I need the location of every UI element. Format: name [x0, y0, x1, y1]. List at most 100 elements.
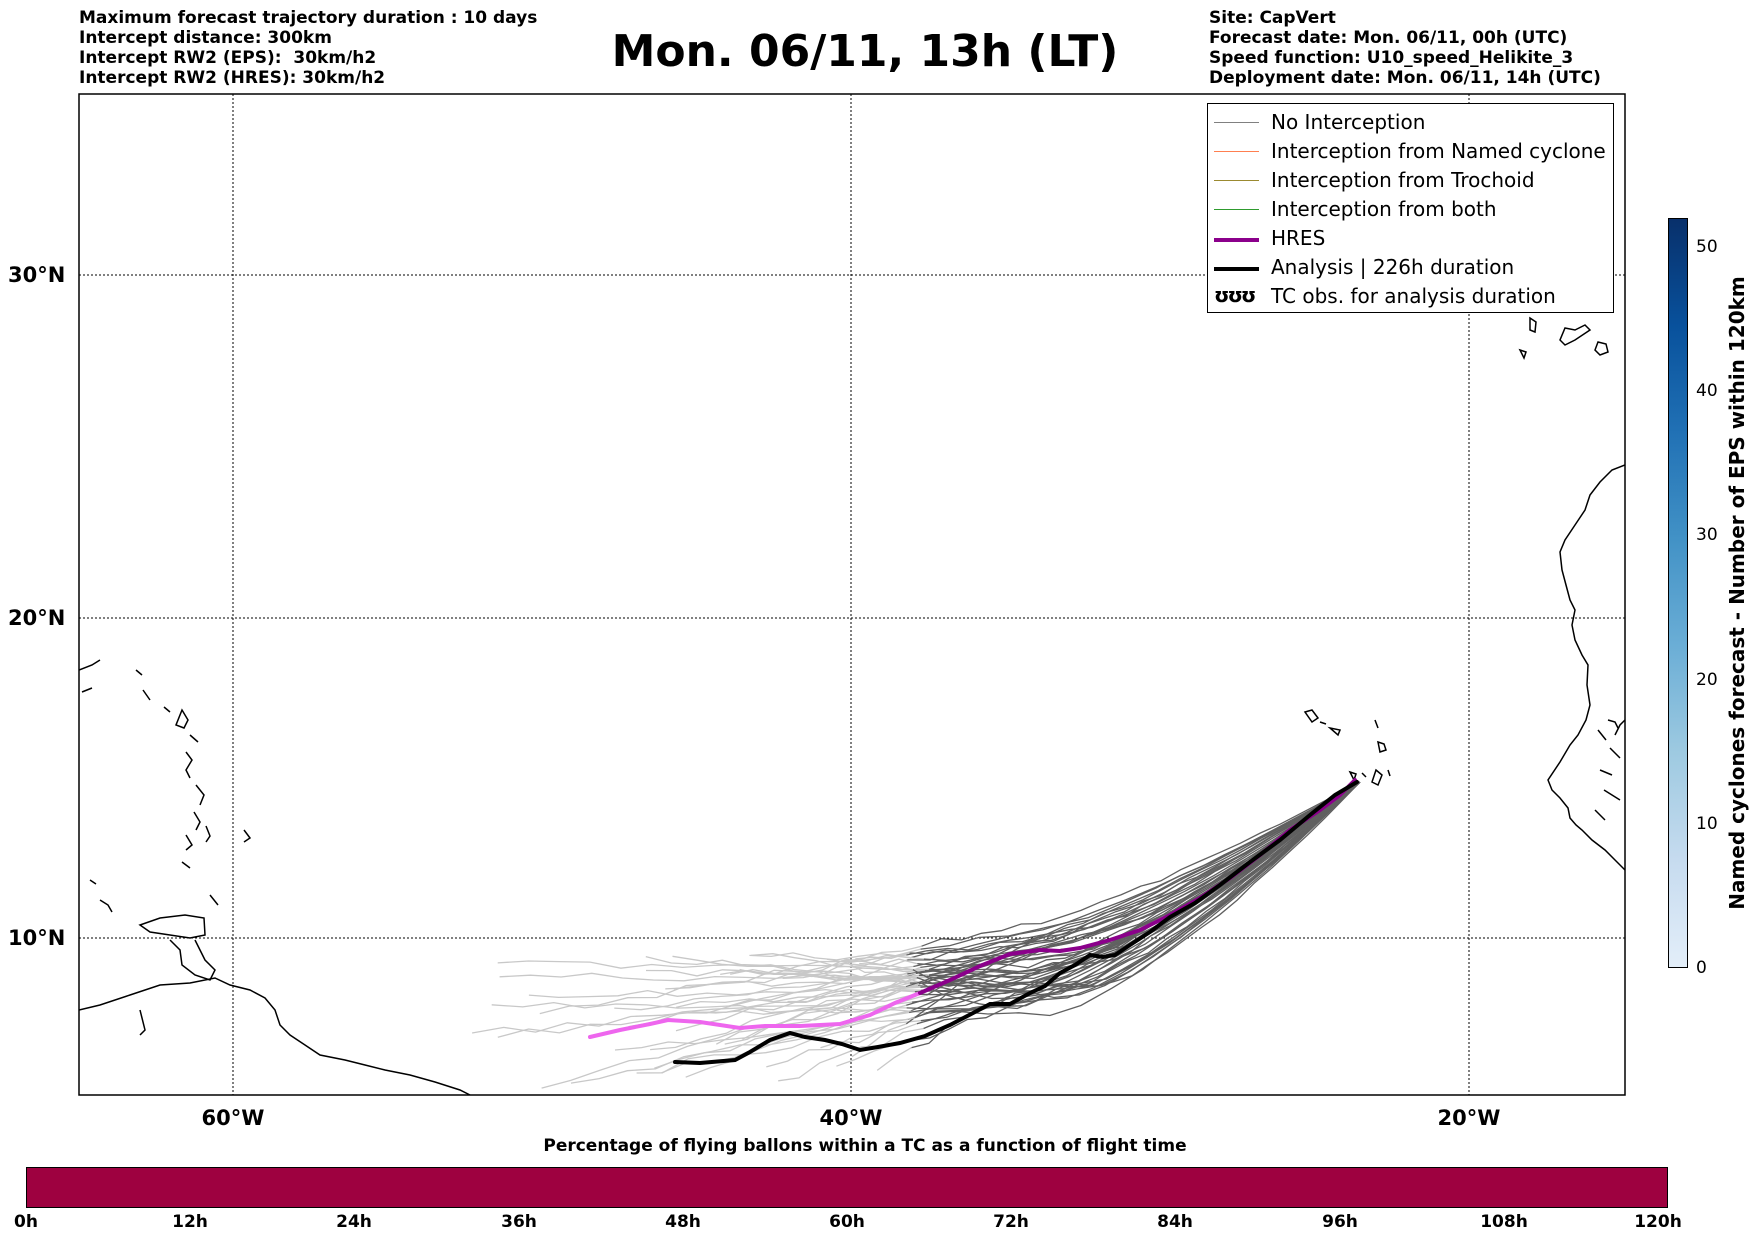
lat-label-20n: 20°N: [8, 606, 66, 630]
eps-trajectory-early: [715, 976, 924, 1045]
max-duration-text: Maximum forecast trajectory duration : 1…: [79, 8, 538, 28]
cyclone-symbol-icon: ʊʊʊ: [1214, 283, 1256, 307]
lon-label-20w: 20°W: [1437, 1106, 1501, 1130]
eps-trajectory-early: [541, 982, 922, 1089]
intercept-hres-text: Intercept RW2 (HRES): 30km/h2: [79, 68, 386, 88]
eps-trajectory-early: [497, 960, 929, 971]
legend-label: No Interception: [1271, 110, 1426, 134]
right-colorbar-tick: 10: [1696, 814, 1718, 834]
right-colorbar: [1668, 218, 1688, 968]
right-colorbar-tick: 30: [1696, 525, 1718, 545]
legend: No Interception Interception from Named …: [1207, 103, 1614, 313]
legend-item-hres[interactable]: HRES: [1208, 224, 1613, 253]
legend-item-tc-obs[interactable]: ʊʊʊ TC obs. for analysis duration: [1208, 282, 1613, 311]
legend-item-both[interactable]: Interception from both: [1208, 195, 1613, 224]
header-left-info: Maximum forecast trajectory duration : 1…: [79, 8, 537, 88]
hres-trajectory-early: [588, 991, 922, 1039]
bottom-colorbar-tick: 36h: [501, 1212, 537, 1232]
lon-label-40w: 40°W: [819, 1106, 883, 1130]
eps-trajectory-early: [491, 1001, 926, 1014]
bottom-colorbar-tick: 120h: [1634, 1212, 1682, 1232]
eps-trajectory-early: [837, 1001, 912, 1013]
lat-label-10n: 10°N: [8, 926, 66, 950]
eps-trajectory-late: [926, 781, 1361, 999]
eps-trajectory-early: [471, 993, 917, 1034]
right-colorbar-tick: 20: [1696, 670, 1718, 690]
eps-trajectory-early: [859, 962, 914, 971]
bottom-colorbar-tick: 84h: [1157, 1212, 1193, 1232]
legend-swatch: [1214, 180, 1259, 181]
eps-trajectory-late: [905, 781, 1361, 978]
legend-item-named-cyclone[interactable]: Interception from Named cyclone: [1208, 137, 1613, 166]
legend-item-no-interception[interactable]: No Interception: [1208, 108, 1613, 137]
eps-trajectory-early: [570, 1011, 910, 1084]
legend-swatch: [1214, 267, 1259, 271]
eps-trajectory-early: [876, 1047, 912, 1071]
eps-trajectory-late: [921, 781, 1361, 947]
eps-trajectory-early: [628, 972, 917, 1028]
eps-trajectory-early: [724, 986, 907, 1045]
page-title: Mon. 06/11, 13h (LT): [611, 26, 1119, 77]
lat-label-30n: 30°N: [8, 263, 66, 287]
coastline-antilles: [79, 659, 252, 1036]
bottom-colorbar-tick: 96h: [1322, 1212, 1358, 1232]
bottom-colorbar-tick: 72h: [993, 1212, 1029, 1232]
legend-label: Interception from both: [1271, 197, 1497, 221]
eps-trajectory-late: [920, 781, 1361, 969]
legend-item-analysis[interactable]: Analysis | 226h duration: [1208, 253, 1613, 282]
lon-label-60w: 60°W: [201, 1106, 265, 1130]
legend-item-trochoid[interactable]: Interception from Trochoid: [1208, 166, 1613, 195]
eps-trajectory-late: [906, 781, 1361, 956]
legend-label: HRES: [1271, 226, 1326, 250]
speed-function-text: Speed function: U10_speed_Helikite_3: [1209, 48, 1574, 68]
eps-trajectory-early: [539, 948, 921, 1015]
legend-swatch: [1214, 151, 1259, 152]
eps-trajectory-late: [928, 781, 1361, 988]
coastline-canary-islands: [1518, 316, 1609, 360]
legend-swatch: [1214, 238, 1259, 242]
legend-label: TC obs. for analysis duration: [1271, 284, 1556, 308]
legend-label: Analysis | 226h duration: [1271, 255, 1515, 279]
eps-trajectory-late: [925, 781, 1361, 1017]
legend-label: Interception from Trochoid: [1271, 168, 1535, 192]
analysis-trajectory: [673, 780, 1359, 1066]
bottom-colorbar-tick: 48h: [665, 1212, 701, 1232]
eps-trajectory-late: [910, 781, 1361, 984]
coastline-africa: [1547, 464, 1625, 871]
eps-trajectory-early: [801, 945, 922, 975]
deployment-date-text: Deployment date: Mon. 06/11, 14h (UTC): [1209, 68, 1601, 88]
bottom-colorbar: [26, 1167, 1668, 1208]
bottom-colorbar-tick: 24h: [336, 1212, 372, 1232]
right-colorbar-label: Named cyclones forecast - Number of EPS …: [1725, 276, 1749, 910]
eps-trajectory-early: [778, 1027, 924, 1082]
coastline-south-america: [79, 977, 471, 1095]
eps-trajectory-early: [739, 968, 917, 980]
legend-label: Interception from Named cyclone: [1271, 139, 1606, 163]
eps-trajectory-early: [675, 986, 921, 1009]
coastline-cape-verde: [1303, 709, 1391, 787]
eps-trajectory-late: [917, 781, 1361, 1000]
bottom-colorbar-tick: 0h: [14, 1212, 38, 1232]
header-right-info: Site: CapVert Forecast date: Mon. 06/11,…: [1209, 8, 1601, 88]
intercept-eps-text: Intercept RW2 (EPS): 30km/h2: [79, 48, 377, 68]
eps-trajectory-late: [909, 781, 1361, 955]
eps-trajectory-early: [787, 982, 911, 1003]
eps-trajectory-early: [645, 955, 927, 988]
coastline-gulf-guinea: [1614, 719, 1625, 736]
coastline-africa-islands: [1594, 719, 1621, 821]
right-colorbar-tick: 0: [1696, 958, 1707, 978]
eps-trajectory-early: [868, 989, 922, 998]
bottom-colorbar-tick: 60h: [829, 1212, 865, 1232]
bottom-colorbar-tick: 108h: [1480, 1212, 1528, 1232]
right-colorbar-tick: 50: [1696, 237, 1718, 257]
legend-swatch: [1214, 209, 1259, 210]
intercept-distance-text: Intercept distance: 300km: [79, 28, 332, 48]
eps-trajectory-late: [920, 781, 1361, 950]
eps-trajectory-early: [843, 958, 918, 966]
coastline-trinidad: [138, 914, 206, 939]
eps-trajectory-early: [497, 985, 929, 1038]
forecast-date-text: Forecast date: Mon. 06/11, 00h (UTC): [1209, 28, 1568, 48]
bottom-colorbar-title: Percentage of flying ballons within a TC…: [543, 1136, 1187, 1156]
bottom-colorbar-tick: 12h: [172, 1212, 208, 1232]
